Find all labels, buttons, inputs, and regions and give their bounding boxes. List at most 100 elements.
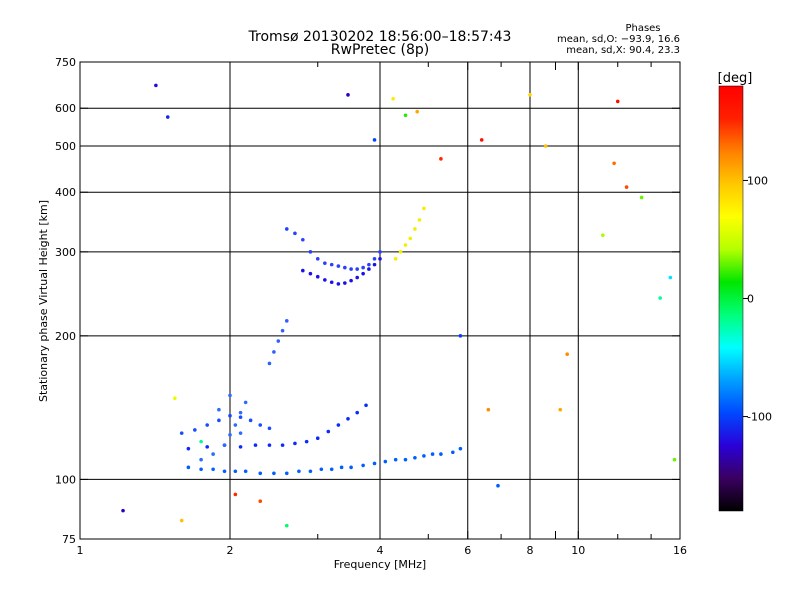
data-point (222, 443, 227, 447)
colorbar-tick-label: 100 (747, 174, 768, 187)
data-point (258, 423, 263, 427)
data-point (415, 109, 419, 114)
data-point (624, 185, 629, 189)
data-point (355, 267, 359, 271)
data-point (417, 218, 422, 222)
data-point (479, 138, 484, 142)
colorbar-tick-label: -100 (747, 411, 772, 424)
data-point (336, 423, 341, 427)
data-point (173, 396, 177, 400)
data-point (336, 264, 341, 268)
data-point (361, 463, 365, 468)
data-point (248, 418, 253, 423)
data-point (199, 467, 203, 472)
data-point (243, 469, 248, 474)
data-point (233, 423, 238, 427)
x-axis-ticks: 1 2 4 6 8 10 16 (77, 62, 687, 557)
x-tick-label: 10 (571, 544, 585, 557)
data-point (284, 471, 289, 476)
data-point (439, 452, 443, 456)
colorbar-label: [deg] (718, 71, 753, 86)
data-point (329, 280, 334, 285)
data-point (186, 446, 191, 451)
data-point (228, 413, 232, 418)
data-point (258, 471, 263, 476)
data-point (323, 278, 327, 282)
data-point (238, 431, 243, 435)
data-point (165, 115, 170, 119)
data-point (315, 274, 320, 279)
data-point (267, 426, 272, 431)
data-point (258, 499, 263, 504)
stats-x-mode: mean, sd,X: 90.4, 23.3 (566, 45, 680, 56)
data-point (308, 469, 313, 474)
data-point (272, 350, 276, 354)
data-point (228, 433, 232, 437)
data-point (199, 457, 203, 462)
data-point (408, 236, 413, 241)
data-point (372, 262, 377, 267)
data-point (233, 492, 238, 497)
data-point (253, 443, 258, 447)
data-point (558, 407, 563, 412)
x-tick-label: 1 (77, 544, 84, 557)
data-point (267, 361, 272, 366)
data-point (323, 261, 327, 265)
data-point (413, 455, 417, 460)
data-point (238, 410, 243, 415)
data-point (297, 469, 301, 474)
data-point (228, 393, 232, 398)
data-point (349, 278, 353, 283)
x-tick-label: 6 (464, 544, 471, 557)
data-point (339, 465, 344, 470)
data-point (326, 429, 331, 434)
data-point (367, 267, 371, 271)
data-point (315, 257, 320, 261)
data-point (615, 99, 620, 104)
stats-o-mode: mean, sd,O: −93.9, 16.6 (557, 34, 680, 45)
data-point (496, 483, 500, 488)
data-point (217, 407, 221, 412)
data-point (304, 439, 309, 444)
data-point (346, 416, 350, 421)
data-point (238, 415, 243, 420)
x-tick-label: 4 (377, 544, 384, 557)
data-point (601, 233, 605, 238)
y-tick-label: 750 (55, 56, 76, 69)
data-point (383, 459, 388, 464)
data-point (565, 352, 569, 357)
y-tick-label: 100 (55, 473, 76, 486)
data-point (217, 418, 221, 423)
data-point (413, 227, 417, 231)
data-point (179, 518, 184, 523)
data-point (301, 268, 305, 273)
data-point (205, 445, 209, 449)
data-point (186, 465, 191, 470)
data-point (355, 275, 359, 280)
data-point (639, 195, 644, 200)
data-point (319, 467, 324, 472)
data-point (403, 243, 408, 247)
data-point (315, 436, 320, 441)
data-point (211, 452, 215, 456)
grid-lines (80, 62, 680, 539)
y-tick-label: 300 (55, 246, 76, 259)
data-point (243, 400, 248, 405)
data-point (121, 508, 125, 513)
data-point (211, 467, 215, 472)
data-point (403, 457, 408, 462)
y-tick-label: 200 (55, 330, 76, 343)
data-point (391, 96, 395, 101)
chart-title: Tromsø 20130202 18:56:00–18:57:43 (248, 29, 512, 45)
colorbar-ticks: 100 0 -100 (743, 174, 772, 424)
y-tick-label: 600 (55, 102, 76, 115)
y-tick-label: 400 (55, 186, 76, 199)
colorbar-tick-label: 0 (747, 293, 754, 306)
data-point (343, 281, 347, 285)
data-point (672, 457, 677, 462)
data-point (267, 443, 272, 447)
data-point (393, 457, 398, 462)
data-point (280, 443, 285, 447)
data-point (293, 441, 297, 446)
data-point (372, 257, 377, 261)
